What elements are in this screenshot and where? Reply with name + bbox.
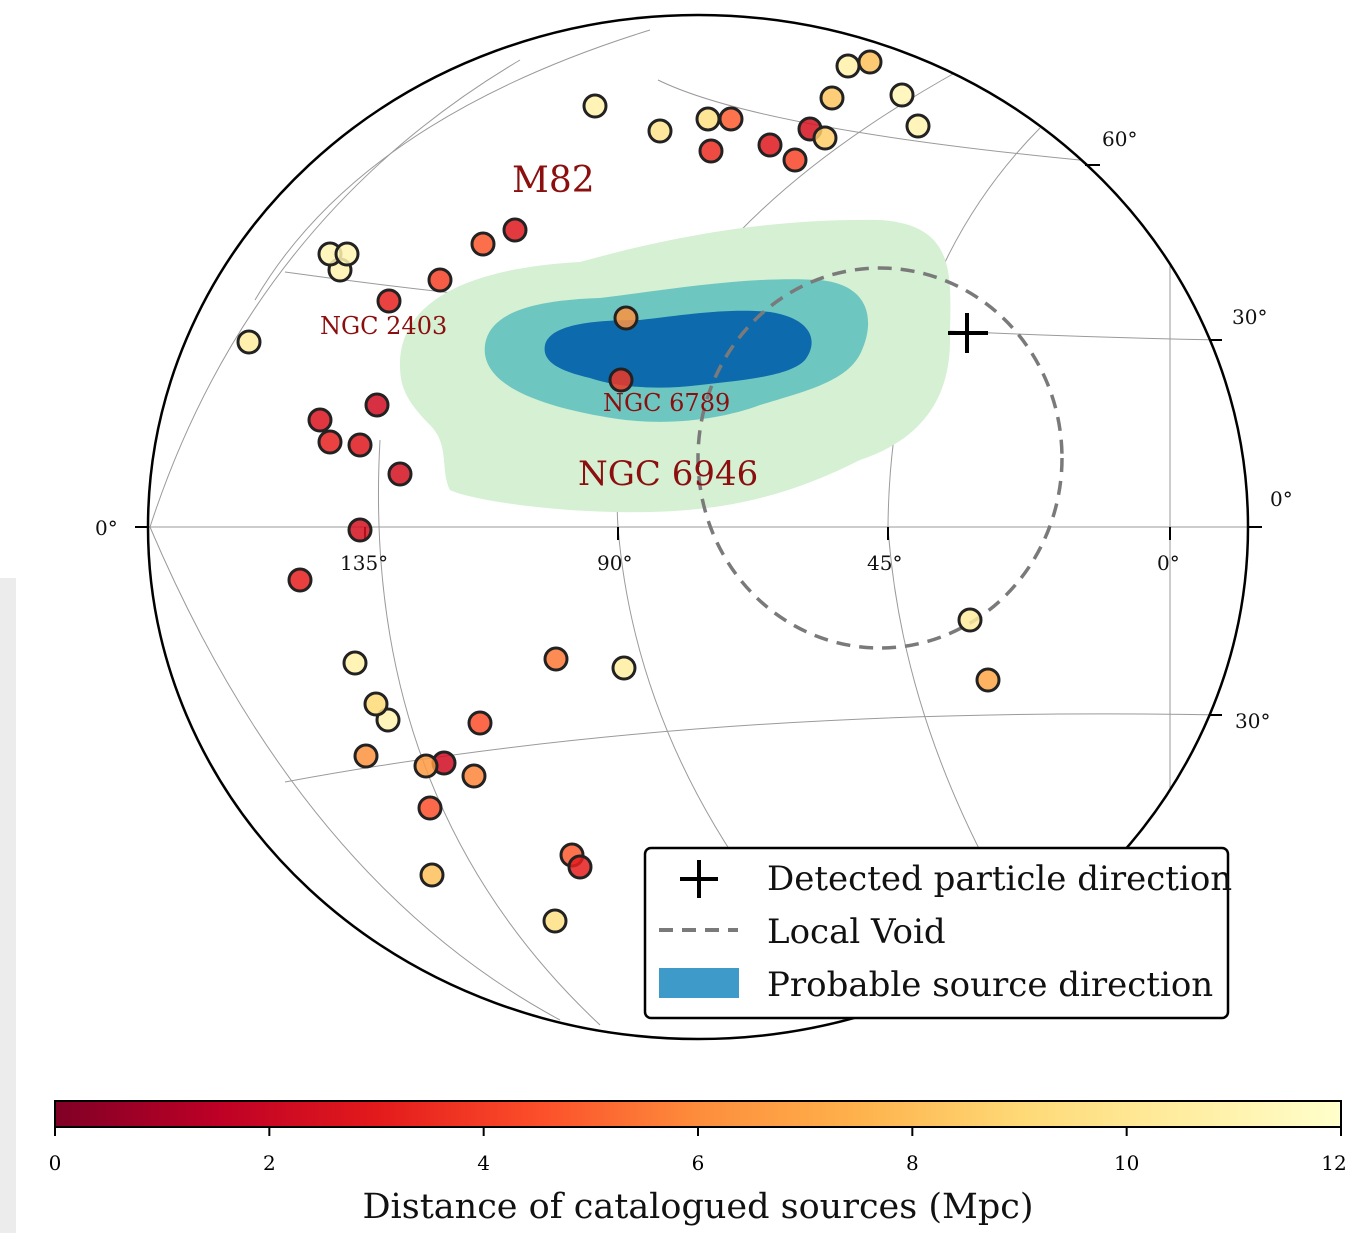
source-point <box>695 106 721 132</box>
lat-tick-60: 60° <box>1102 127 1137 151</box>
source-point <box>317 429 343 455</box>
legend-label-void: Local Void <box>767 912 946 952</box>
source-point <box>334 241 360 267</box>
source-point <box>347 517 373 543</box>
colorbar-tick-label: 4 <box>477 1151 490 1175</box>
source-point <box>647 118 673 144</box>
source-point <box>419 862 445 888</box>
colorbar-tick-label: 10 <box>1114 1151 1139 1175</box>
source-point <box>347 432 373 458</box>
source-point <box>957 607 983 633</box>
colorbar-ticks: 0 2 4 6 8 10 12 <box>49 1127 1347 1175</box>
probable-source-contours <box>400 219 951 513</box>
source-point <box>307 407 333 433</box>
source-point <box>543 646 569 672</box>
lat-tick-0-right: 0° <box>1270 487 1293 511</box>
source-point <box>613 305 639 331</box>
colorbar-bar <box>54 1100 1342 1128</box>
source-point <box>363 691 389 717</box>
tick-labels: 135° 90° 45° 0° 60° 30° 0° 30° 0° <box>95 127 1293 733</box>
colorbar-tick-label: 6 <box>692 1151 705 1175</box>
lon-tick-45: 45° <box>867 551 902 575</box>
source-point <box>502 217 528 243</box>
colorbar-tick-label: 2 <box>263 1151 276 1175</box>
colorbar: 0 2 4 6 8 10 12 Distance of catalogued sources… <box>49 1100 1347 1227</box>
source-point <box>376 288 402 314</box>
source-point <box>461 763 487 789</box>
source-point <box>812 125 838 151</box>
annotation-ngc6946: NGC 6946 <box>578 454 758 494</box>
source-point <box>236 329 262 355</box>
source-point <box>611 655 637 681</box>
source-point <box>287 567 313 593</box>
source-point <box>757 132 783 158</box>
legend-patch-icon <box>659 968 739 998</box>
source-point <box>718 106 744 132</box>
colorbar-tick-label: 12 <box>1321 1151 1346 1175</box>
source-point <box>975 667 1001 693</box>
source-point <box>582 93 608 119</box>
lon-line-135 <box>149 59 561 1021</box>
lat-tick-30: 30° <box>1232 305 1267 329</box>
source-point <box>698 138 724 164</box>
legend: Detected particle direction Local Void P… <box>643 846 1232 1020</box>
source-point <box>387 461 413 487</box>
source-point <box>905 113 931 139</box>
lat-tick-0-left: 0° <box>95 516 118 540</box>
source-point <box>835 53 861 79</box>
detected-particle-marker <box>948 313 988 353</box>
source-point <box>819 85 845 111</box>
source-point <box>413 753 439 779</box>
legend-plus-icon <box>680 860 718 898</box>
source-point <box>889 82 915 108</box>
colorbar-label: Distance of catalogued sources (Mpc) <box>363 1187 1034 1227</box>
source-point <box>364 392 390 418</box>
source-point <box>417 795 443 821</box>
source-point <box>567 854 593 880</box>
annotation-m82: M82 <box>512 160 595 201</box>
annotation-ngc2403: NGC 2403 <box>320 312 447 340</box>
source-point <box>782 147 808 173</box>
lon-tick-90: 90° <box>597 551 632 575</box>
local-void-circle <box>696 266 1064 650</box>
legend-label-source: Probable source direction <box>767 965 1213 1005</box>
source-point <box>857 49 883 75</box>
lon-tick-135: 135° <box>340 551 388 575</box>
source-point <box>467 710 493 736</box>
colorbar-tick-label: 0 <box>49 1151 62 1175</box>
source-point <box>353 743 379 769</box>
lat-tick-minus30: 30° <box>1235 709 1270 733</box>
source-point <box>427 267 453 293</box>
legend-label-detected: Detected particle direction <box>767 859 1232 899</box>
catalogued-sources <box>236 49 1001 934</box>
source-point <box>342 650 368 676</box>
source-point <box>470 231 496 257</box>
annotation-ngc6789: NGC 6789 <box>603 389 730 417</box>
legend-box <box>643 846 1230 1020</box>
tick-marks <box>135 164 1262 716</box>
left-panel-strip <box>0 578 16 1233</box>
lon-tick-0: 0° <box>1157 551 1180 575</box>
source-point <box>542 908 568 934</box>
source-point <box>608 367 634 393</box>
lat-line-minus30 <box>284 713 1223 783</box>
colorbar-tick-label: 8 <box>906 1151 919 1175</box>
